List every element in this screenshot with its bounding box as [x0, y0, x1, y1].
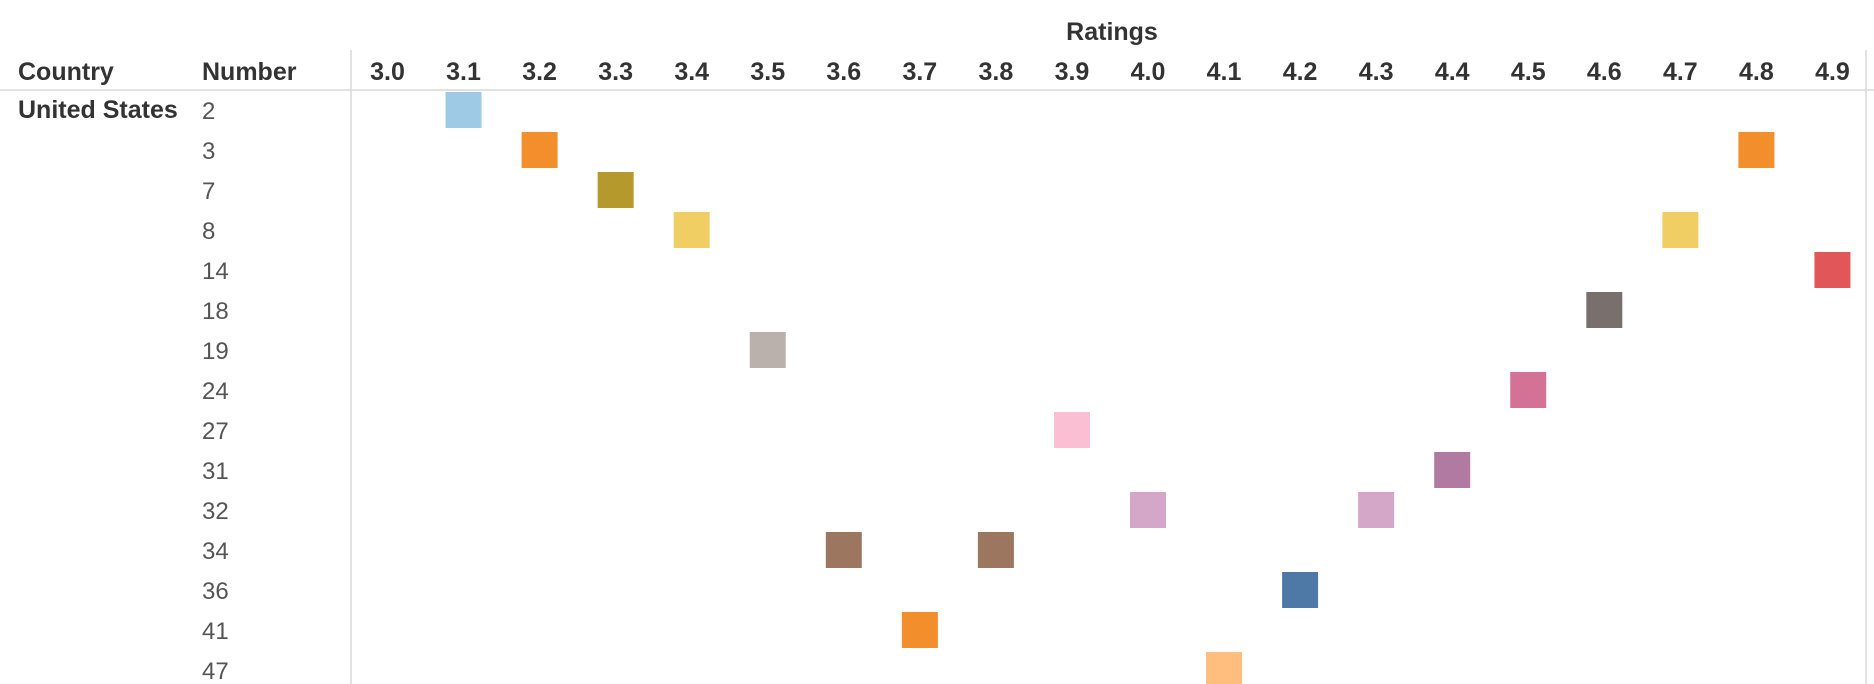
row-label: 2: [202, 98, 215, 125]
row-label: 27: [202, 418, 229, 445]
column-label: 3.8: [979, 58, 1014, 86]
column-label: 3.2: [522, 58, 557, 86]
row-label: 18: [202, 298, 229, 325]
column-label: 4.5: [1511, 58, 1546, 86]
heatmap-cell: [1510, 372, 1547, 408]
row-label: 3: [202, 138, 215, 165]
heatmap-cell: [1282, 572, 1319, 608]
column-label: 4.9: [1815, 58, 1850, 86]
heatmap-cell: [977, 532, 1014, 568]
column-label: 4.8: [1739, 58, 1774, 86]
heatmap-cell: [1586, 292, 1623, 328]
column-label: 4.3: [1359, 58, 1394, 86]
heatmap-cell: [445, 92, 482, 128]
heatmap-cell: [825, 532, 862, 568]
column-label: 3.1: [446, 58, 481, 86]
column-label: 4.6: [1587, 58, 1622, 86]
column-label: 3.3: [598, 58, 633, 86]
heatmap-cell: [901, 612, 938, 648]
row-header-country: Country: [18, 58, 114, 86]
column-label: 4.7: [1663, 58, 1698, 86]
row-label: 7: [202, 178, 215, 205]
country-label: United States: [18, 96, 178, 124]
heatmap-cell: [1738, 132, 1775, 168]
column-label: 3.0: [370, 58, 405, 86]
column-label: 3.4: [674, 58, 709, 86]
heatmap-cell: [673, 212, 710, 248]
column-label: 4.1: [1207, 58, 1242, 86]
column-header-ratings: Ratings: [1066, 18, 1158, 46]
heatmap-cell: [1130, 492, 1166, 528]
heatmap-cell: [1662, 212, 1699, 248]
heatmap-cell: [1206, 652, 1243, 684]
column-label: 3.6: [826, 58, 861, 86]
row-label: 41: [202, 618, 229, 645]
heatmap-cell: [1814, 252, 1851, 288]
heatmap-cell: [521, 132, 558, 168]
row-label: 8: [202, 218, 215, 245]
row-label: 19: [202, 338, 229, 365]
row-header-number: Number: [202, 58, 297, 86]
row-label: 14: [202, 258, 229, 285]
row-label: 32: [202, 498, 229, 525]
row-label: 34: [202, 538, 229, 565]
column-label: 4.4: [1435, 58, 1470, 86]
heatmap-cell: [1358, 492, 1395, 528]
row-label: 47: [202, 658, 229, 684]
column-label: 4.2: [1283, 58, 1318, 86]
column-label: 3.9: [1055, 58, 1090, 86]
column-label: 3.7: [902, 58, 937, 86]
row-label: 24: [202, 378, 229, 405]
row-label: 36: [202, 578, 229, 605]
heatmap-cell: [1434, 452, 1471, 488]
column-label: 3.5: [750, 58, 785, 86]
column-label: 4.0: [1131, 58, 1166, 86]
row-label: 31: [202, 458, 229, 485]
heatmap-cell: [597, 172, 634, 208]
heatmap-cell: [1053, 412, 1090, 448]
heatmap-cell: [749, 332, 786, 368]
